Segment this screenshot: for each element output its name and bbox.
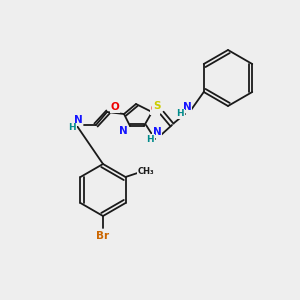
Text: O: O	[111, 102, 119, 112]
Text: H: H	[176, 110, 184, 118]
Text: O: O	[151, 104, 159, 114]
Text: S: S	[153, 101, 161, 111]
Text: H: H	[68, 124, 76, 133]
Text: H: H	[146, 134, 154, 143]
Text: N: N	[118, 126, 127, 136]
Text: Br: Br	[96, 231, 110, 241]
Text: CH₃: CH₃	[137, 167, 154, 176]
Text: N: N	[153, 127, 161, 137]
Text: N: N	[183, 102, 191, 112]
Text: N: N	[74, 115, 82, 125]
